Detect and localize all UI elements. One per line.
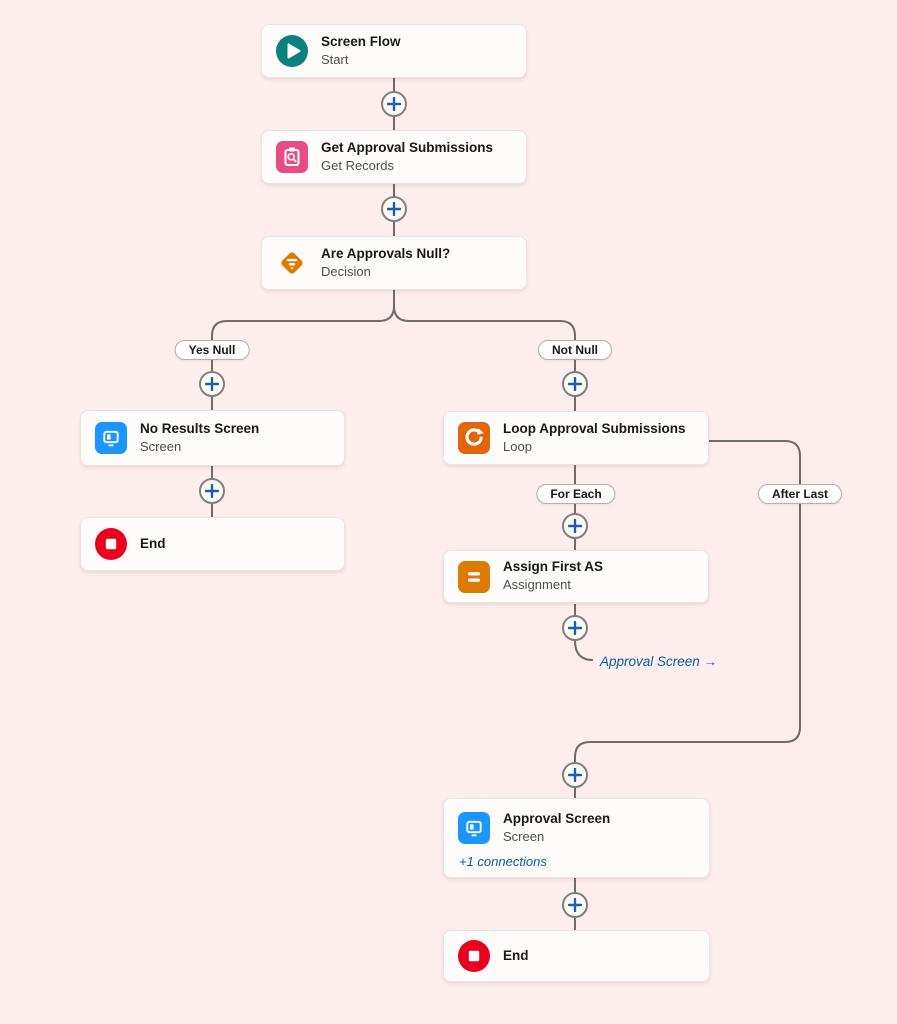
end-icon — [458, 940, 490, 972]
flow-node-end-left[interactable]: End — [80, 517, 345, 571]
node-title: Get Approval Submissions — [321, 139, 494, 155]
goto-connector-approval-screen[interactable]: Approval Screen → — [600, 654, 718, 669]
node-subtitle: Get Records — [321, 157, 394, 173]
add-element-button[interactable] — [562, 762, 588, 788]
node-title: Screen Flow — [321, 33, 401, 49]
node-subtitle: Screen — [140, 438, 182, 454]
screen-icon — [95, 422, 127, 454]
record-lookup-icon — [276, 141, 308, 173]
node-subtitle: Decision — [321, 263, 371, 279]
flow-node-assign-first-as[interactable]: Assign First AS Assignment — [443, 550, 709, 603]
node-subtitle: Screen — [503, 828, 545, 844]
branch-label-for-each: For Each — [536, 484, 616, 504]
node-title: No Results Screen — [140, 420, 260, 436]
assignment-icon — [458, 560, 490, 593]
add-element-button[interactable] — [562, 892, 588, 918]
node-title: End — [503, 947, 529, 963]
node-subtitle: Loop — [503, 438, 532, 454]
connections-count-label: +1 connections — [459, 854, 547, 870]
add-element-button[interactable] — [562, 371, 588, 397]
add-element-button[interactable] — [381, 91, 407, 117]
node-title: Assign First AS — [503, 559, 604, 575]
branch-label-after-last: After Last — [757, 484, 843, 504]
add-element-button[interactable] — [562, 513, 588, 539]
node-title: Are Approvals Null? — [321, 245, 451, 261]
end-icon — [95, 528, 127, 560]
node-title: Loop Approval Submissions — [503, 420, 686, 436]
decision-icon — [276, 247, 308, 279]
node-title: End — [140, 535, 166, 551]
node-subtitle: Assignment — [503, 577, 571, 593]
add-element-button[interactable] — [199, 371, 225, 397]
node-subtitle: Start — [321, 51, 349, 67]
add-element-button[interactable] — [199, 478, 225, 504]
loop-icon — [458, 422, 490, 454]
branch-label-not-null: Not Null — [538, 340, 612, 360]
flow-node-start[interactable]: Screen Flow Start — [261, 24, 527, 78]
flow-node-are-approvals-null[interactable]: Are Approvals Null? Decision — [261, 236, 527, 290]
flow-node-get-approval-submissions[interactable]: Get Approval Submissions Get Records — [261, 130, 527, 184]
add-element-button[interactable] — [562, 615, 588, 641]
node-title: Approval Screen — [503, 811, 611, 826]
flow-node-no-results-screen[interactable]: No Results Screen Screen — [80, 410, 345, 466]
add-element-button[interactable] — [381, 196, 407, 222]
branch-label-yes-null: Yes Null — [174, 340, 250, 360]
flow-node-end-bottom[interactable]: End — [443, 930, 710, 982]
flow-node-approval-screen[interactable]: Approval Screen Screen +1 connections — [443, 798, 710, 878]
screen-icon — [458, 812, 490, 845]
play-icon — [276, 35, 308, 67]
flow-node-loop-approval-submissions[interactable]: Loop Approval Submissions Loop — [443, 411, 709, 465]
